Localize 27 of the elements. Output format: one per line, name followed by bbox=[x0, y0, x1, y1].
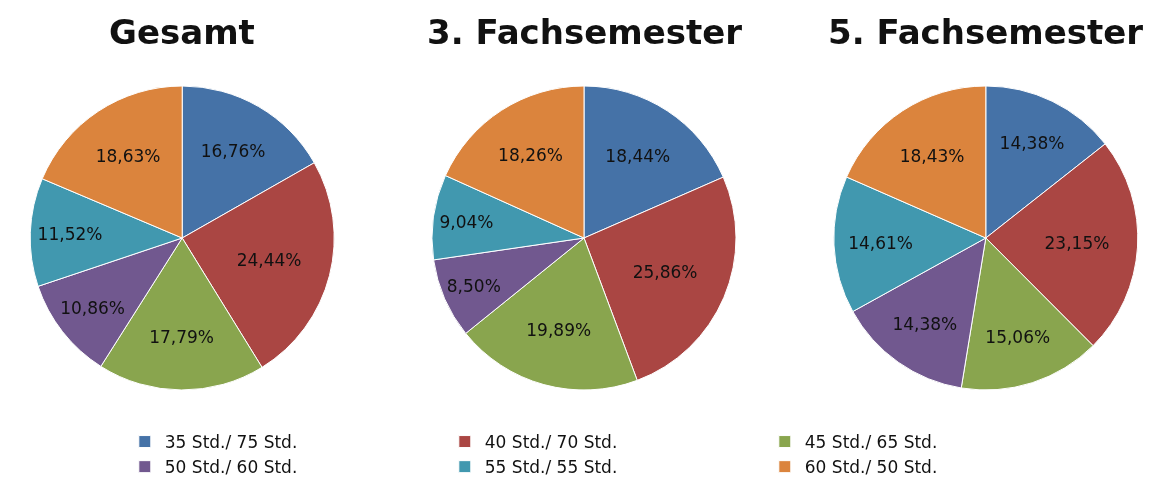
data-label: 18,63% bbox=[95, 146, 161, 167]
data-label: 15,06% bbox=[985, 327, 1051, 348]
data-label: 10,86% bbox=[60, 298, 125, 319]
chart-title: 5. Fachsemester bbox=[828, 12, 1144, 52]
data-label: 11,52% bbox=[37, 223, 103, 244]
data-label: 14,61% bbox=[848, 232, 913, 253]
legend-label: 35 Std./ 75 Std. bbox=[164, 432, 298, 453]
data-label: 18,26% bbox=[498, 145, 563, 166]
data-label: 18,44% bbox=[605, 145, 671, 166]
data-label: 8,50% bbox=[446, 276, 501, 297]
data-label: 25,86% bbox=[632, 262, 698, 283]
data-label: 23,15% bbox=[1044, 233, 1110, 254]
data-label: 17,79% bbox=[149, 327, 215, 348]
data-label: 14,38% bbox=[999, 132, 1065, 153]
chart-title: 3. Fachsemester bbox=[427, 12, 743, 52]
data-label: 18,43% bbox=[899, 145, 965, 166]
data-label: 16,76% bbox=[200, 140, 266, 161]
legend-label: 40 Std./ 70 Std. bbox=[484, 432, 618, 453]
legend-label: 60 Std./ 50 Std. bbox=[804, 457, 938, 478]
legend-label: 50 Std./ 60 Std. bbox=[164, 457, 298, 478]
legend-label: 45 Std./ 65 Std. bbox=[804, 432, 938, 453]
data-label: 24,44% bbox=[236, 250, 302, 271]
data-label: 19,89% bbox=[526, 320, 592, 341]
data-label: 9,04% bbox=[439, 211, 494, 232]
data-label: 14,38% bbox=[892, 314, 958, 335]
chart-title: Gesamt bbox=[109, 12, 255, 52]
legend-label: 55 Std./ 55 Std. bbox=[484, 457, 618, 478]
